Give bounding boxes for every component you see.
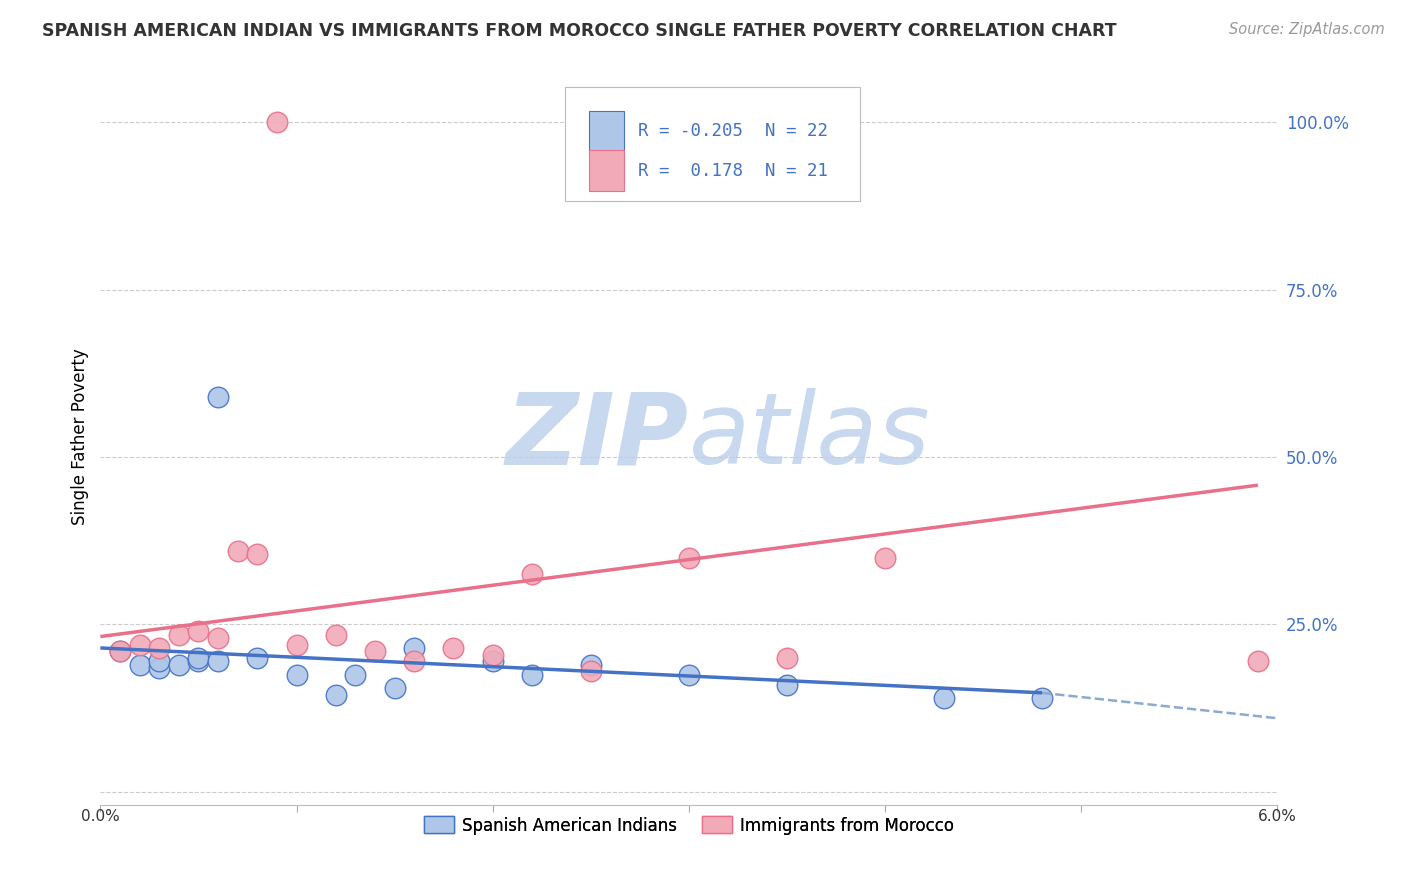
- Spanish American Indians: [1031, 691, 1053, 706]
- Spanish American Indians: [285, 667, 308, 681]
- Spanish American Indians: [246, 651, 269, 665]
- Spanish American Indians: [404, 640, 426, 655]
- Text: Source: ZipAtlas.com: Source: ZipAtlas.com: [1229, 22, 1385, 37]
- Spanish American Indians: [167, 657, 190, 672]
- Immigrants from Morocco: [678, 550, 700, 565]
- Text: atlas: atlas: [689, 388, 931, 485]
- Immigrants from Morocco: [108, 644, 131, 658]
- Immigrants from Morocco: [226, 544, 249, 558]
- Immigrants from Morocco: [266, 115, 288, 129]
- Spanish American Indians: [678, 667, 700, 681]
- Immigrants from Morocco: [579, 665, 602, 679]
- Spanish American Indians: [128, 657, 150, 672]
- Immigrants from Morocco: [520, 567, 543, 582]
- Text: N = 21: N = 21: [765, 161, 828, 180]
- Legend: Spanish American Indians, Immigrants from Morocco: Spanish American Indians, Immigrants fro…: [418, 810, 960, 841]
- Immigrants from Morocco: [875, 550, 897, 565]
- Immigrants from Morocco: [325, 627, 347, 641]
- Spanish American Indians: [148, 654, 170, 668]
- Immigrants from Morocco: [187, 624, 209, 639]
- Spanish American Indians: [207, 390, 229, 404]
- Immigrants from Morocco: [167, 627, 190, 641]
- Spanish American Indians: [187, 654, 209, 668]
- Spanish American Indians: [187, 651, 209, 665]
- Text: 0.0%: 0.0%: [82, 809, 120, 823]
- FancyBboxPatch shape: [565, 87, 859, 202]
- Spanish American Indians: [108, 644, 131, 658]
- Immigrants from Morocco: [207, 631, 229, 645]
- Spanish American Indians: [932, 691, 955, 706]
- FancyBboxPatch shape: [589, 151, 624, 191]
- Text: ZIP: ZIP: [506, 388, 689, 485]
- Immigrants from Morocco: [285, 638, 308, 652]
- Y-axis label: Single Father Poverty: Single Father Poverty: [72, 349, 89, 525]
- Spanish American Indians: [776, 678, 799, 692]
- Text: N = 22: N = 22: [765, 122, 828, 140]
- Immigrants from Morocco: [148, 640, 170, 655]
- Immigrants from Morocco: [128, 638, 150, 652]
- Spanish American Indians: [207, 654, 229, 668]
- Immigrants from Morocco: [443, 640, 465, 655]
- Immigrants from Morocco: [404, 654, 426, 668]
- Spanish American Indians: [325, 688, 347, 702]
- Spanish American Indians: [344, 667, 367, 681]
- Text: R =  0.178: R = 0.178: [638, 161, 744, 180]
- Spanish American Indians: [148, 661, 170, 675]
- Spanish American Indians: [384, 681, 406, 695]
- Spanish American Indians: [481, 654, 503, 668]
- Immigrants from Morocco: [246, 547, 269, 561]
- Immigrants from Morocco: [776, 651, 799, 665]
- Immigrants from Morocco: [1247, 654, 1270, 668]
- Spanish American Indians: [579, 657, 602, 672]
- FancyBboxPatch shape: [589, 111, 624, 152]
- Text: SPANISH AMERICAN INDIAN VS IMMIGRANTS FROM MOROCCO SINGLE FATHER POVERTY CORRELA: SPANISH AMERICAN INDIAN VS IMMIGRANTS FR…: [42, 22, 1116, 40]
- Immigrants from Morocco: [481, 648, 503, 662]
- Text: 6.0%: 6.0%: [1258, 809, 1296, 823]
- Immigrants from Morocco: [364, 644, 387, 658]
- Spanish American Indians: [520, 667, 543, 681]
- Text: R = -0.205: R = -0.205: [638, 122, 744, 140]
